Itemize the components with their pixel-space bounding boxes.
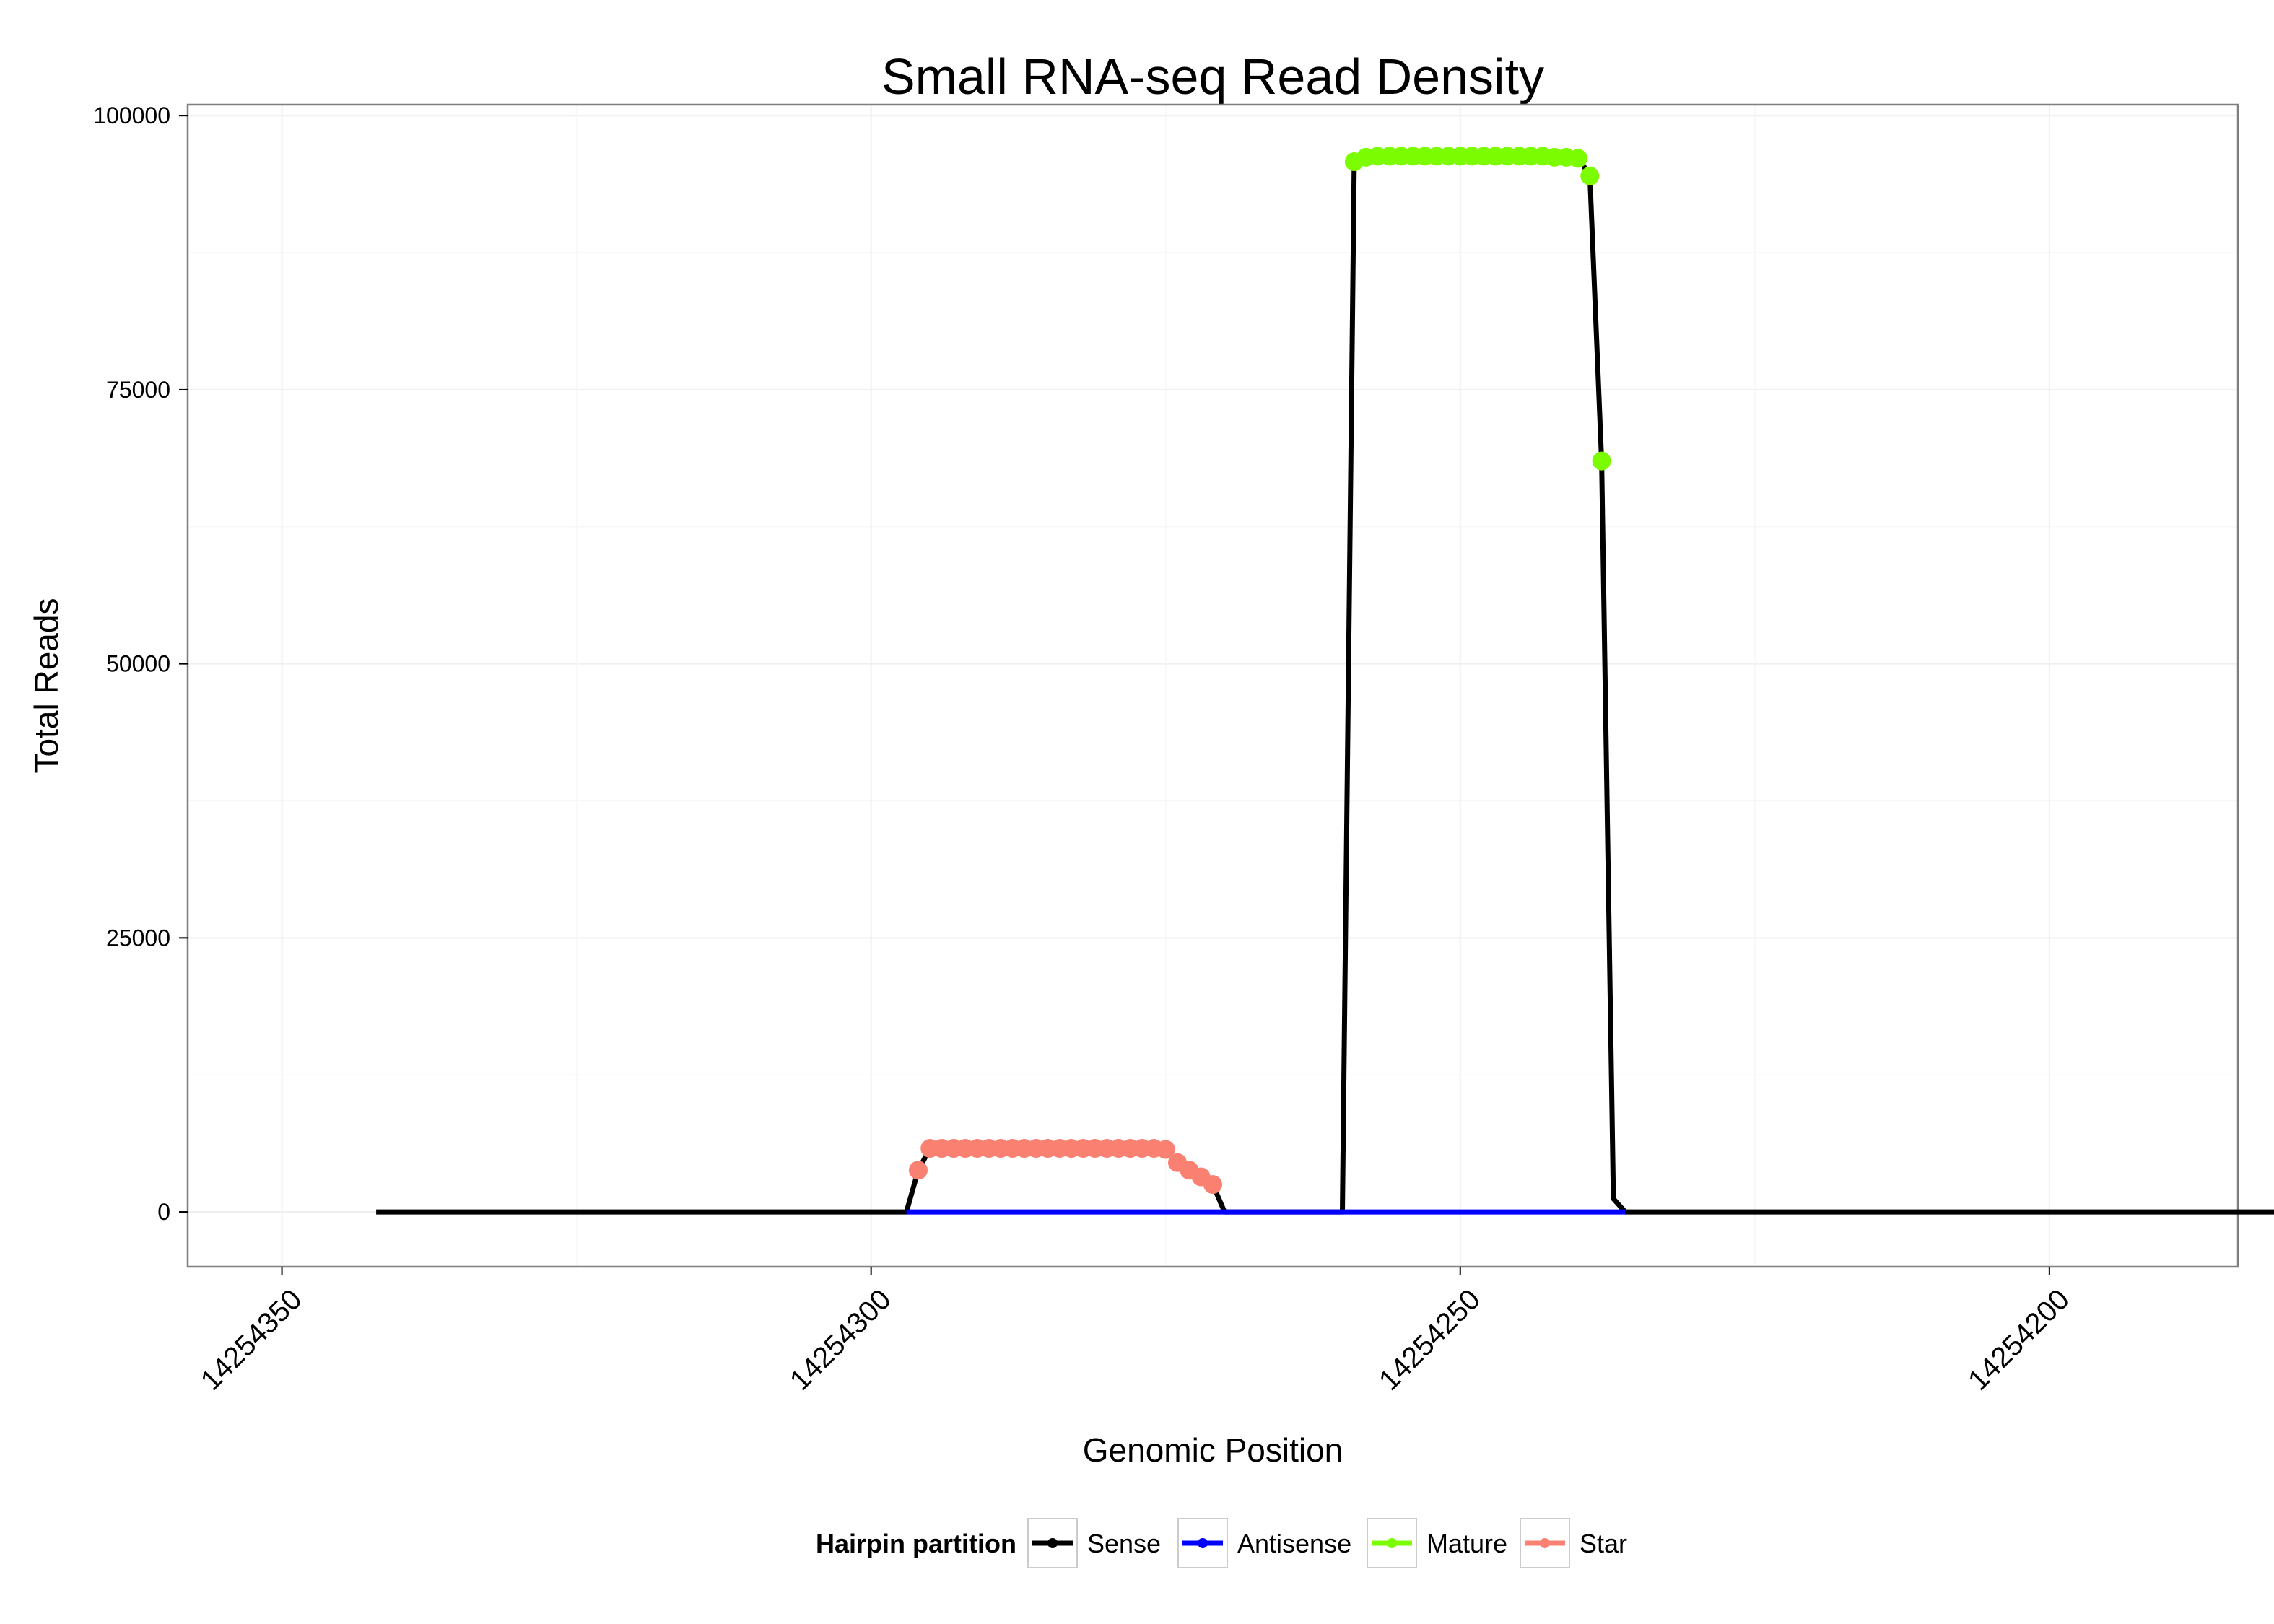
legend-key-point-star [1540,1538,1550,1548]
y-axis-title: Total Reads [27,598,65,774]
legend-title: Hairpin partition [816,1529,1016,1558]
legend-label-star: Star [1580,1529,1627,1558]
y-tick-label: 75000 [106,377,170,403]
y-tick-label: 25000 [106,925,170,951]
y-tick-label: 50000 [106,651,170,677]
y-tick-label: 100000 [93,102,170,128]
data-point-star [1203,1175,1222,1195]
data-point-star [1156,1140,1175,1159]
grid-lines [188,105,2238,1267]
plot-panel-border [186,103,2239,1268]
series [376,147,2274,1215]
data-point-mature [1580,166,1600,185]
chart-title: Small RNA-seq Read Density [881,48,1544,105]
legend: Hairpin partition Sense Antisense Mature Sta… [816,1518,1627,1568]
legend-key-point-sense [1047,1538,1058,1548]
data-point-mature [1569,149,1587,168]
legend-label-mature: Mature [1426,1529,1507,1558]
legend-key-point-mature [1387,1538,1397,1548]
data-point-star [909,1161,928,1180]
legend-label-antisense: Antisense [1237,1529,1351,1558]
x-axis-title: Genomic Position [1083,1431,1343,1469]
legend-key-point-antisense [1198,1538,1208,1548]
data-point-mature [1592,451,1611,471]
legend-label-sense: Sense [1087,1529,1161,1558]
y-tick-label: 0 [157,1199,170,1225]
